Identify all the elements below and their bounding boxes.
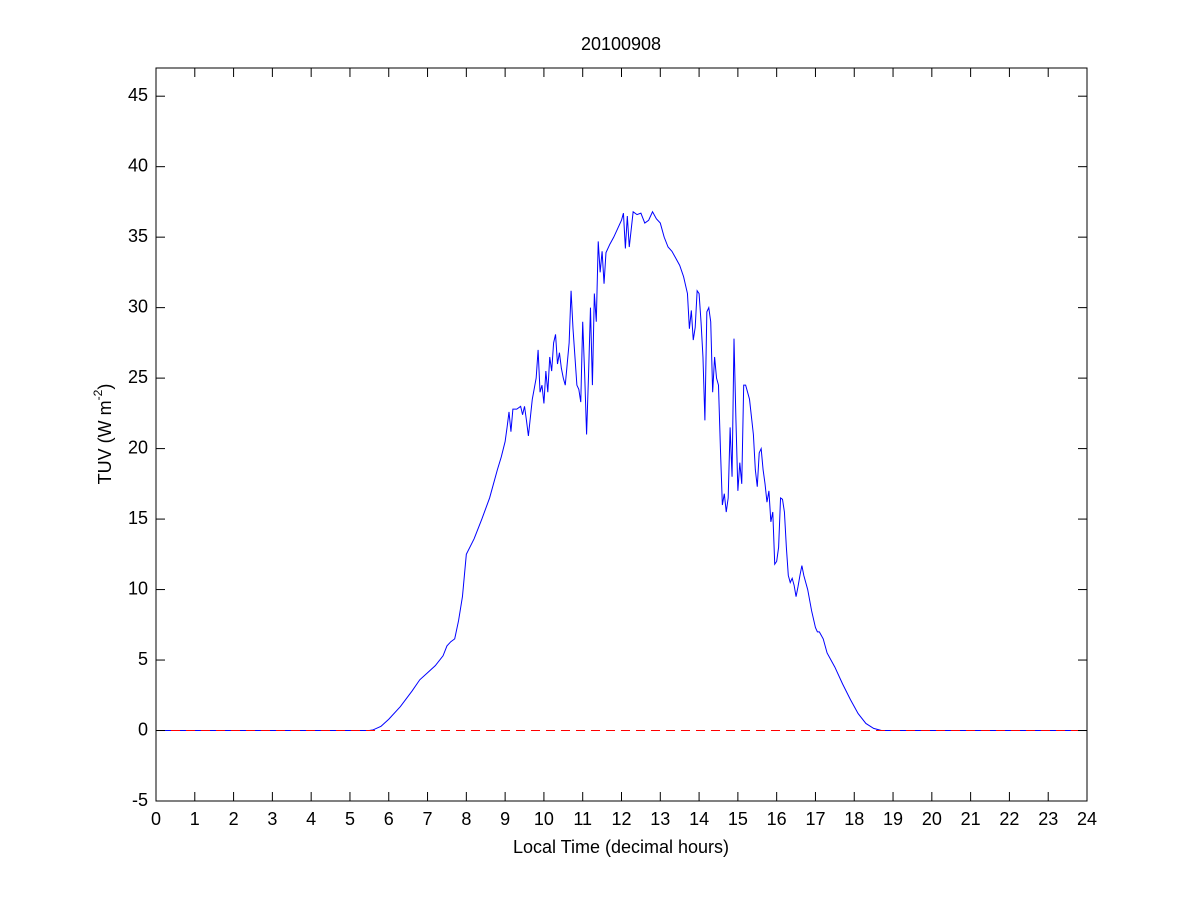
x-tick-label: 23 [1038,809,1058,829]
x-tick-label: 18 [844,809,864,829]
x-tick-label: 3 [267,809,277,829]
y-tick-label: 25 [128,367,148,387]
x-tick-label: 6 [384,809,394,829]
x-tick-label: 22 [999,809,1019,829]
y-axis-label-sup: -2 [91,389,105,400]
x-tick-label: 1 [190,809,200,829]
x-tick-label: 24 [1077,809,1097,829]
x-tick-label: 20 [922,809,942,829]
y-tick-label: 10 [128,578,148,598]
x-tick-label: 0 [151,809,161,829]
y-tick-label: 5 [138,649,148,669]
y-tick-label: -5 [132,790,148,810]
y-tick-label: 40 [128,155,148,175]
y-tick-label: 15 [128,508,148,528]
x-tick-label: 16 [767,809,787,829]
x-tick-label: 21 [961,809,981,829]
y-axis-label-main: TUV (W m [95,400,115,484]
y-tick-label: 35 [128,226,148,246]
x-tick-label: 10 [534,809,554,829]
y-tick-label: 45 [128,85,148,105]
x-axis-label: Local Time (decimal hours) [513,837,729,857]
x-tick-label: 8 [461,809,471,829]
x-tick-label: 4 [306,809,316,829]
y-axis-label-end: ) [95,384,115,390]
x-tick-label: 2 [229,809,239,829]
y-tick-label: 30 [128,296,148,316]
y-tick-label: 20 [128,437,148,457]
x-tick-label: 13 [650,809,670,829]
data-line [156,210,1087,732]
x-tick-label: 12 [611,809,631,829]
x-tick-label: 17 [805,809,825,829]
x-tick-label: 7 [423,809,433,829]
x-tick-label: 5 [345,809,355,829]
x-tick-label: 15 [728,809,748,829]
x-tick-label: 9 [500,809,510,829]
y-tick-label: 0 [138,719,148,739]
x-tick-label: 19 [883,809,903,829]
x-tick-label: 14 [689,809,709,829]
x-tick-label: 11 [573,809,592,829]
y-axis-label: TUV (W m-2) [91,384,115,485]
chart-title: 20100908 [581,34,661,54]
